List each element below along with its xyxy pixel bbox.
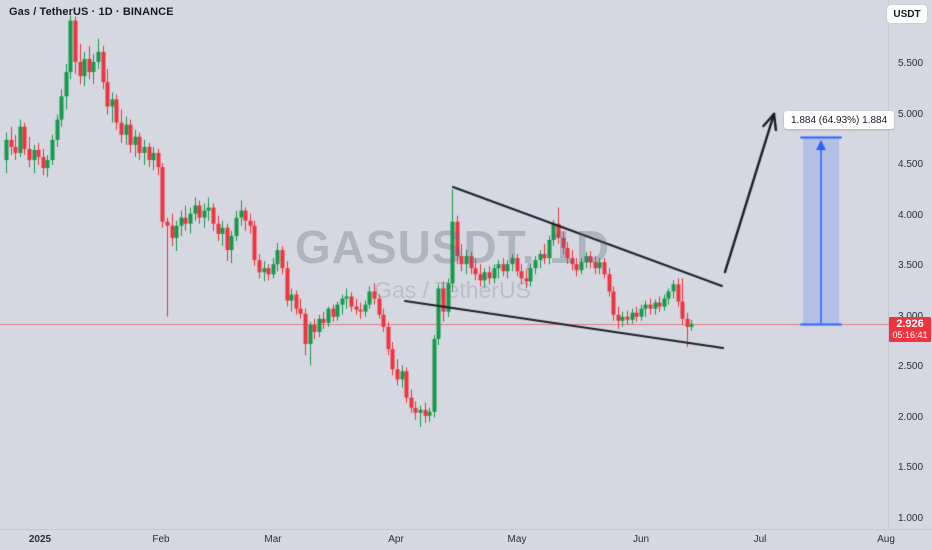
last-price-tag: 2.926 05:16:41 (889, 317, 931, 342)
time-axis-tick: Jun (632, 534, 650, 545)
time-axis-tick: Feb (152, 534, 170, 545)
time-axis-separator (0, 529, 932, 530)
price-axis-tick: 3.000 (889, 311, 932, 322)
price-chart-canvas[interactable] (0, 0, 889, 529)
price-axis[interactable]: 5.500 5.000 4.500 4.000 3.500 3.000 2.500 2.000… (889, 0, 932, 529)
time-axis-tick: Mar (264, 534, 282, 545)
price-axis-separator (888, 0, 889, 529)
last-price-value: 2.926 (896, 318, 924, 330)
currency-toggle-button[interactable]: USDT (887, 5, 927, 23)
price-axis-tick: 3.500 (897, 260, 924, 272)
symbol-title[interactable]: Gas / TetherUS · 1D · BINANCE (9, 6, 174, 18)
price-axis-tick: 5.000 (897, 108, 924, 120)
price-axis-tick: 1.000 (897, 512, 924, 524)
time-axis-tick: May (507, 534, 527, 545)
time-axis-tick: 2025 (28, 534, 52, 545)
bar-countdown-timer: 05:16:41 (892, 329, 928, 340)
price-axis-tick: 1.500 (897, 462, 924, 474)
price-axis-tick: 2.500 (897, 361, 924, 373)
price-axis-tick: 2.000 (897, 411, 924, 423)
time-axis-tick: Jul (753, 534, 767, 545)
time-axis-tick: Aug (877, 534, 895, 545)
time-axis[interactable]: 2025 Feb Mar Apr May Jun Jul Aug (0, 530, 932, 550)
price-axis-tick: 4.500 (897, 159, 924, 171)
time-axis-tick: Apr (388, 534, 404, 545)
measure-tool-label[interactable]: 1.884 (64.93%) 1.884 (784, 111, 895, 129)
price-axis-tick: 4.000 (897, 209, 924, 221)
price-axis-tick: 5.500 (897, 58, 924, 69)
